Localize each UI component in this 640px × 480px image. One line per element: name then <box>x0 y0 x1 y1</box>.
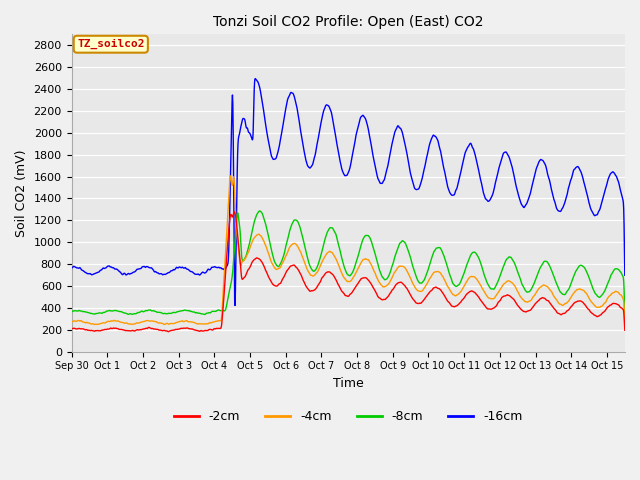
Legend: -2cm, -4cm, -8cm, -16cm: -2cm, -4cm, -8cm, -16cm <box>169 405 527 428</box>
Y-axis label: Soil CO2 (mV): Soil CO2 (mV) <box>15 149 28 237</box>
Title: Tonzi Soil CO2 Profile: Open (East) CO2: Tonzi Soil CO2 Profile: Open (East) CO2 <box>213 15 483 29</box>
X-axis label: Time: Time <box>333 377 364 390</box>
Text: TZ_soilco2: TZ_soilco2 <box>77 39 145 49</box>
